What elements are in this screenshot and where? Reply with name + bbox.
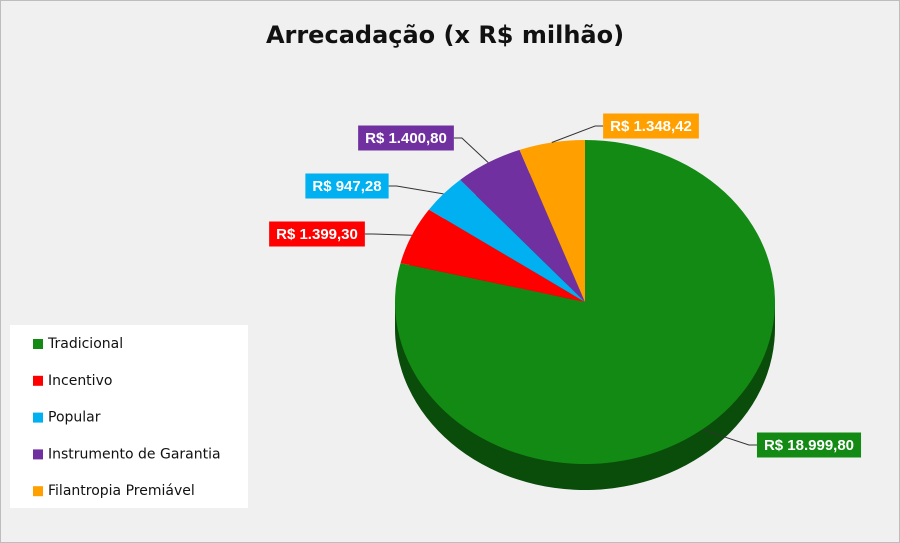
legend-swatch [33, 339, 43, 349]
chart-title: Arrecadação (x R$ milhão) [266, 21, 624, 49]
value-label: R$ 1.400,80 [365, 130, 447, 147]
value-label: R$ 947,28 [312, 178, 381, 195]
value-label-box [358, 125, 454, 151]
legend-swatch [33, 412, 43, 423]
legend-label: Filantropia Premiável [48, 483, 195, 499]
legend-swatch [33, 486, 43, 497]
value-label-box [756, 432, 862, 458]
value-label: R$ 18.999,80 [764, 437, 854, 454]
slice [519, 140, 585, 302]
legend-label: Instrumento de Garantia [48, 446, 221, 462]
slice [400, 209, 585, 302]
value-label-box [269, 221, 365, 247]
legend-label: Popular [48, 410, 101, 426]
legend-swatch [33, 375, 43, 386]
leader-line [551, 125, 604, 143]
legend-label: Incentivo [48, 373, 112, 389]
legend-box [10, 325, 248, 508]
value-label: R$ 1.348,42 [610, 118, 692, 135]
leader-line [364, 233, 412, 236]
value-label: R$ 1.399,30 [276, 226, 358, 243]
slice [428, 179, 585, 302]
leader-line [388, 185, 444, 195]
value-label-box [305, 173, 389, 199]
legend-swatch [33, 449, 43, 460]
leader-line [453, 137, 489, 163]
leader-line [701, 429, 757, 446]
slice [460, 149, 585, 302]
legend-label: Tradicional [47, 336, 123, 352]
value-label-box [603, 113, 699, 139]
